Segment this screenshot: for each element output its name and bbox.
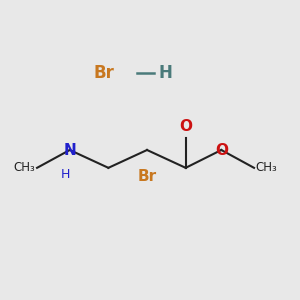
- Text: CH₃: CH₃: [256, 161, 277, 174]
- Text: O: O: [179, 119, 192, 134]
- Text: Br: Br: [94, 64, 114, 82]
- Text: O: O: [215, 142, 228, 158]
- Text: CH₃: CH₃: [14, 161, 36, 174]
- Text: N: N: [63, 142, 76, 158]
- Text: Br: Br: [137, 169, 157, 184]
- Text: H: H: [61, 168, 70, 181]
- Text: H: H: [159, 64, 173, 82]
